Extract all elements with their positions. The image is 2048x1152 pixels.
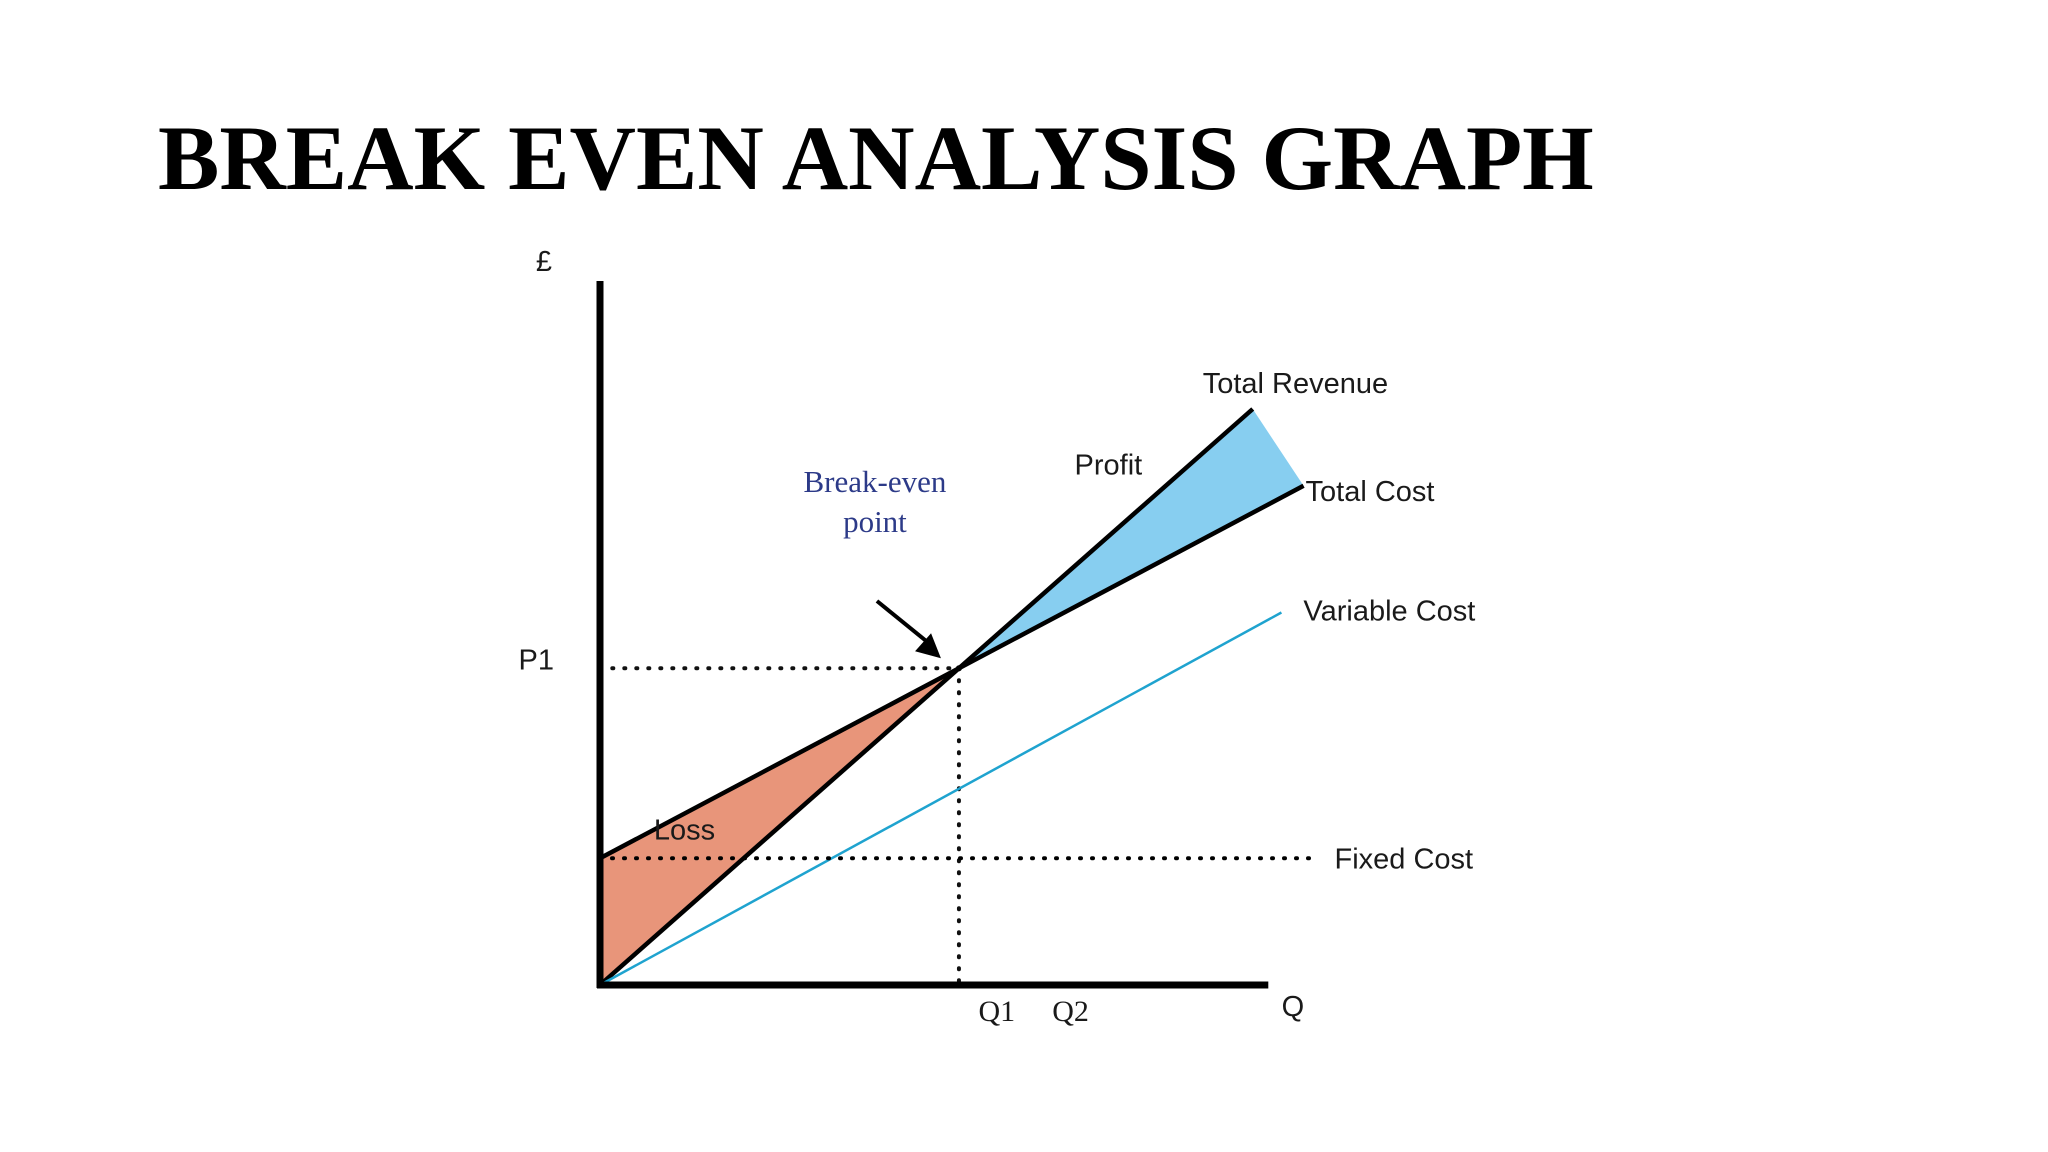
slide-title: BREAK EVEN ANALYSIS GRAPH <box>158 107 1594 209</box>
chart-series <box>598 407 1320 987</box>
break-even-point-marker <box>955 665 962 672</box>
break-even-annotation-line-2: point <box>843 504 907 539</box>
chart-guides <box>610 666 961 987</box>
x-tick-q2: Q2 <box>1052 995 1089 1028</box>
y-tick-p1: P1 <box>519 645 554 677</box>
profit-label: Profit <box>1075 449 1143 481</box>
chart-labels: £ Q P1 Q1 Q2 Total Revenue Total Cost Variable … <box>519 246 1476 1028</box>
variable-cost-label: Variable Cost <box>1303 596 1475 628</box>
variable-cost-line <box>599 611 1283 987</box>
total-revenue-label: Total Revenue <box>1203 368 1388 400</box>
total-cost-line <box>598 483 1305 861</box>
total-revenue-line <box>598 407 1255 987</box>
loss-label: Loss <box>654 815 715 847</box>
x-tick-q1: Q1 <box>978 995 1015 1028</box>
total-cost-label: Total Cost <box>1306 476 1435 508</box>
break-even-annotation-line-1: Break-even <box>804 464 947 499</box>
chart-regions <box>600 409 1304 985</box>
chart-axes <box>596 281 1269 989</box>
break-even-arrow-head <box>915 633 941 659</box>
fixed-cost-label: Fixed Cost <box>1335 843 1474 875</box>
x-axis-label: Q <box>1282 991 1305 1023</box>
break-even-arrow-shaft <box>875 599 931 645</box>
y-axis-label: £ <box>536 246 552 278</box>
profit-region <box>958 409 1304 669</box>
